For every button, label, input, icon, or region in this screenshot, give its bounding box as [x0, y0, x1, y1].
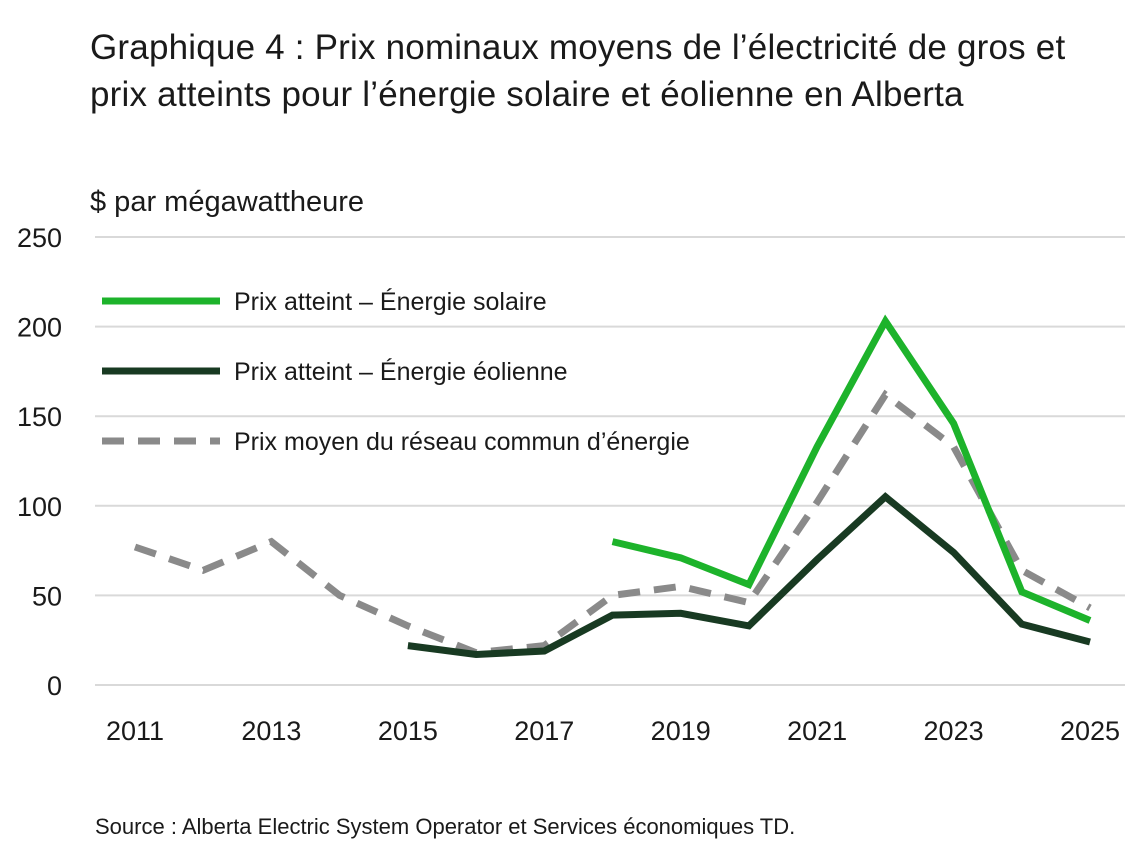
x-axis-ticks: 2011 2013 2015 2017 2019 2021 2023 2025 — [106, 716, 1120, 746]
y-tick-label: 200 — [17, 313, 62, 343]
x-tick-label: 2011 — [106, 716, 164, 746]
y-tick-label: 100 — [17, 492, 62, 522]
x-tick-label: 2023 — [924, 716, 984, 746]
x-tick-label: 2017 — [514, 716, 574, 746]
legend-label-0: Prix atteint – Énergie solaire — [234, 287, 547, 316]
series-line-1 — [407, 492, 1091, 659]
legend: Prix atteint – Énergie solaire Prix attei… — [102, 287, 690, 456]
x-tick-label: 2025 — [1060, 716, 1120, 746]
y-tick-label: 0 — [47, 671, 62, 701]
y-tick-label: 150 — [17, 402, 62, 432]
legend-label-2: Prix moyen du réseau commun d’énergie — [234, 428, 690, 456]
y-axis-unit-label: $ par mégawattheure — [90, 186, 365, 218]
gridlines — [95, 236, 1125, 686]
series-lines — [133, 314, 1092, 659]
chart-title: Graphique 4 : Prix nominaux moyens de l’… — [90, 28, 1066, 114]
y-tick-label: 50 — [32, 581, 62, 611]
x-tick-label: 2021 — [787, 716, 847, 746]
x-tick-label: 2013 — [241, 716, 301, 746]
source-note: Source : Alberta Electric System Operato… — [95, 814, 796, 839]
legend-label-1: Prix atteint – Énergie éolienne — [234, 357, 568, 386]
series-line-0 — [611, 314, 1092, 624]
x-tick-label: 2015 — [378, 716, 438, 746]
y-tick-label: 250 — [17, 223, 62, 253]
y-axis-ticks: 0 50 100 150 200 250 — [17, 223, 62, 701]
series-line-2 — [133, 389, 1092, 657]
x-tick-label: 2019 — [651, 716, 711, 746]
